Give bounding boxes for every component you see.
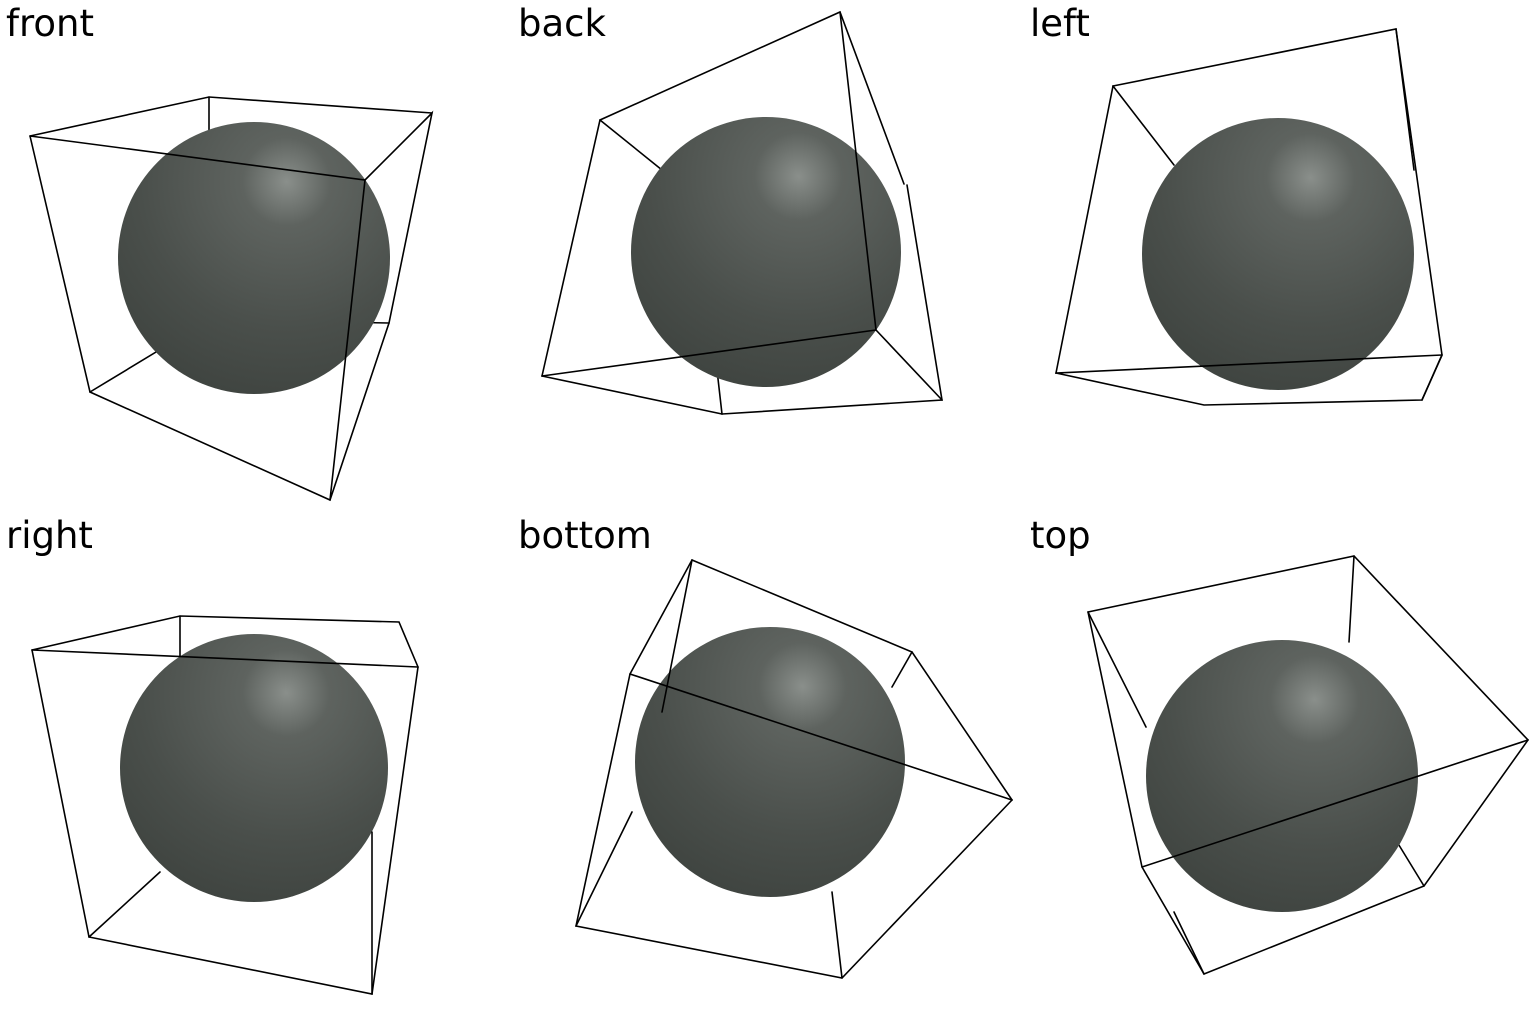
- right-box-front-edges: [31, 649, 419, 995]
- left-sphere: [1142, 118, 1414, 390]
- front-sphere: [118, 122, 390, 394]
- view-panel-left: left: [1024, 0, 1536, 512]
- top-view-render: [1087, 555, 1530, 975]
- left-view-render: [1055, 28, 1443, 406]
- bottom-sphere: [635, 627, 905, 897]
- left-box-front-edges: [1055, 28, 1443, 401]
- view-label-top: top: [1030, 514, 1091, 557]
- back-box-front-edges: [541, 10, 943, 415]
- view-label-bottom: bottom: [518, 514, 652, 557]
- view-panel-bottom: bottom: [512, 512, 1024, 1024]
- view-label-back: back: [518, 2, 606, 45]
- view-panel-top: top: [1024, 512, 1536, 1024]
- view-label-right: right: [6, 514, 93, 557]
- right-box-back-edges: [31, 615, 419, 938]
- right-view-render: [31, 615, 419, 995]
- bottom-box-front-edges: [575, 559, 1013, 979]
- view-panel-front: front: [0, 0, 512, 512]
- back-sphere: [631, 117, 901, 387]
- right-sphere: [120, 634, 388, 902]
- front-box-front-edges: [29, 110, 434, 502]
- view-panel-back: back: [512, 0, 1024, 512]
- bottom-view-render: [575, 559, 1013, 979]
- back-view-render: [541, 10, 943, 415]
- top-sphere: [1146, 640, 1418, 912]
- view-label-left: left: [1030, 2, 1090, 45]
- view-label-front: front: [6, 2, 95, 45]
- front-view-render: [29, 96, 434, 502]
- top-box-front-edges: [1087, 555, 1530, 975]
- view-panel-right: right: [0, 512, 512, 1024]
